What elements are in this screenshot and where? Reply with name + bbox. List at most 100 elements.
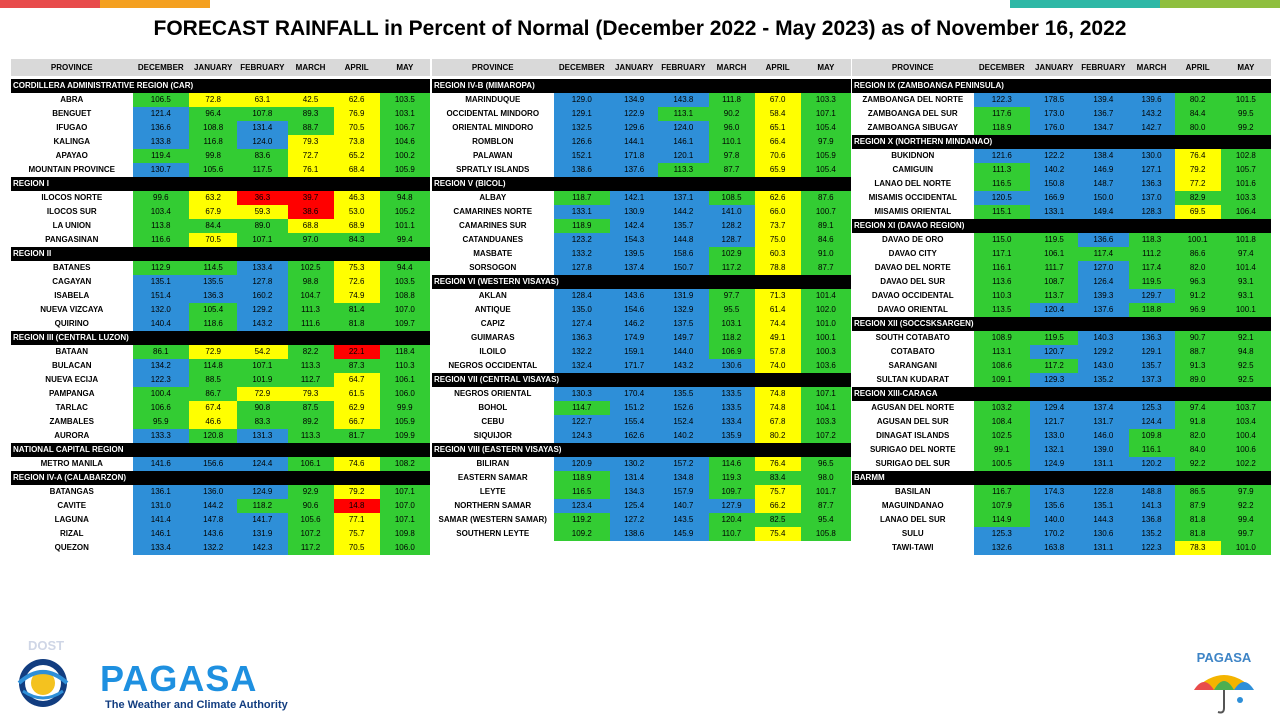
rainfall-value-cell: 124.0 [237,135,288,149]
column-header: MAY [1220,59,1271,76]
rainfall-value-cell: 120.1 [658,149,709,163]
rainfall-value-cell: 111.6 [287,317,334,331]
rainfall-value-cell: 137.6 [610,163,659,177]
column-header: DECEMBER [553,59,611,76]
province-name: LANAO DEL SUR [852,513,974,527]
region-header-row: BARMM [852,471,1271,485]
rainfall-value-cell: 116.8 [189,135,238,149]
province-name: CAMIGUIN [852,163,974,177]
rainfall-value-cell: 136.3 [189,289,238,303]
rainfall-value-cell: 77.2 [1174,177,1221,191]
table-header-row: PROVINCE DECEMBER JANUARY FEBRUARY MARCH APRI… [852,59,1271,76]
rainfall-value-cell: 91.2 [1174,289,1221,303]
table-row: NORTHERN SAMAR 123.4 125.4 140.7 127.9 66.2 87… [432,499,851,513]
rainfall-value-cell: 136.7 [1078,107,1129,121]
pagasa-logo-tagline: The Weather and Climate Authority [105,699,288,711]
rainfall-value-cell: 137.4 [1078,401,1129,415]
pagasa-umbrella-logo: PAGASA [1176,650,1272,716]
rainfall-value-cell: 110.3 [973,289,1031,303]
province-name: NEGROS OCCIDENTAL [432,359,554,373]
rainfall-value-cell: 99.8 [189,149,238,163]
table-row: BASILAN 116.7 174.3 122.8 148.8 86.5 97.9 [852,485,1271,499]
rainfall-value-cell: 108.8 [189,121,238,135]
rainfall-value-cell: 67.8 [754,415,801,429]
rainfall-value-cell: 135.6 [1030,499,1079,513]
rainfall-value-cell: 86.6 [1174,247,1221,261]
rainfall-value-cell: 66.7 [333,415,380,429]
rainfall-value-cell: 121.4 [132,107,190,121]
rainfall-value-cell: 100.1 [1220,303,1271,317]
rainfall-value-cell: 141.4 [132,513,190,527]
rainfall-value-cell: 71.3 [754,289,801,303]
rainfall-value-cell: 90.8 [237,401,288,415]
region-header-row: REGION IV-A (CALABARZON) [11,471,430,485]
table-row: MOUNTAIN PROVINCE 130.7 105.6 117.5 76.1 68.4… [11,163,430,177]
table-row: ZAMBOANGA DEL SUR 117.6 173.0 136.7 143.2 84.… [852,107,1271,121]
province-name: OCCIDENTAL MINDORO [432,107,554,121]
table-row: CEBU 122.7 155.4 152.4 133.4 67.8 103.3 [432,415,851,429]
rainfall-value-cell: 122.8 [1078,485,1129,499]
rainfall-value-cell: 73.8 [333,135,380,149]
rainfall-value-cell: 74.6 [333,457,380,471]
rainfall-value-cell: 139.0 [1078,443,1129,457]
rainfall-value-cell: 117.2 [708,261,755,275]
rainfall-value-cell: 150.7 [658,261,709,275]
rainfall-value-cell: 75.7 [754,485,801,499]
rainfall-value-cell: 119.3 [708,471,755,485]
rainfall-value-cell: 89.2 [287,415,334,429]
rainfall-value-cell: 170.4 [610,387,659,401]
table-row: PALAWAN 152.1 171.8 120.1 97.8 70.6 105.9 [432,149,851,163]
column-header: FEBRUARY [237,59,288,76]
rainfall-value-cell: 90.2 [708,107,755,121]
table-row: BILIRAN 120.9 130.2 157.2 114.6 76.4 96.5 [432,457,851,471]
rainfall-value-cell: 135.7 [658,219,709,233]
rainfall-value-cell: 108.7 [1030,275,1079,289]
province-name: DAVAO CITY [852,247,974,261]
rainfall-value-cell: 75.4 [754,527,801,541]
rainfall-value-cell: 87.5 [287,401,334,415]
rainfall-value-cell: 150.8 [1030,177,1079,191]
rainfall-value-cell: 105.9 [379,163,430,177]
rainfall-value-cell: 111.3 [973,163,1031,177]
rainfall-value-cell: 122.3 [1128,541,1175,555]
rainfall-value-cell: 95.5 [708,303,755,317]
rainfall-value-cell: 109.7 [379,317,430,331]
rainfall-value-cell: 105.7 [1220,163,1271,177]
rainfall-value-cell: 139.6 [1128,93,1175,107]
rainfall-value-cell: 143.2 [658,359,709,373]
table-row: ISABELA 151.4 136.3 160.2 104.7 74.9 108.8 [11,289,430,303]
rainfall-value-cell: 124.0 [658,121,709,135]
rainfall-value-cell: 146.1 [658,135,709,149]
rainfall-value-cell: 122.3 [132,373,190,387]
rainfall-value-cell: 78.8 [754,261,801,275]
pagasa-emblem-icon [17,659,69,707]
rainfall-value-cell: 133.1 [553,205,611,219]
region-name: NATIONAL CAPITAL REGION [11,443,430,457]
rainfall-value-cell: 133.5 [708,387,755,401]
region-header-row: REGION VIII (EASTERN VISAYAS) [432,443,851,457]
rainfall-value-cell: 140.0 [1030,513,1079,527]
rainfall-value-cell: 84.4 [189,219,238,233]
province-name: DINAGAT ISLANDS [852,429,974,443]
rainfall-value-cell: 86.5 [1174,485,1221,499]
rainfall-value-cell: 87.9 [1174,499,1221,513]
rainfall-value-cell: 99.6 [132,191,190,205]
rainfall-value-cell: 105.9 [800,149,851,163]
rainfall-value-cell: 79.2 [333,485,380,499]
rainfall-value-cell: 103.4 [1220,415,1271,429]
rainfall-value-cell: 72.9 [189,345,238,359]
rainfall-value-cell: 105.4 [189,303,238,317]
rainfall-value-cell: 157.9 [658,485,709,499]
rainfall-value-cell: 74.8 [754,401,801,415]
rainfall-value-cell: 105.4 [800,121,851,135]
table-row: EASTERN SAMAR 118.9 131.4 134.8 119.3 83.4 98.… [432,471,851,485]
rainfall-value-cell: 128.3 [1128,205,1175,219]
rainfall-value-cell: 143.5 [658,513,709,527]
rainfall-value-cell: 117.1 [973,247,1031,261]
rainfall-value-cell: 142.3 [237,541,288,555]
table-row: ILOCOS SUR 103.4 67.9 59.3 38.6 53.0 105.2 [11,205,430,219]
rainfall-value-cell: 91.3 [1174,359,1221,373]
region-name: REGION IV-A (CALABARZON) [11,471,430,485]
province-name: SARANGANI [852,359,974,373]
rainfall-value-cell: 107.1 [237,233,288,247]
